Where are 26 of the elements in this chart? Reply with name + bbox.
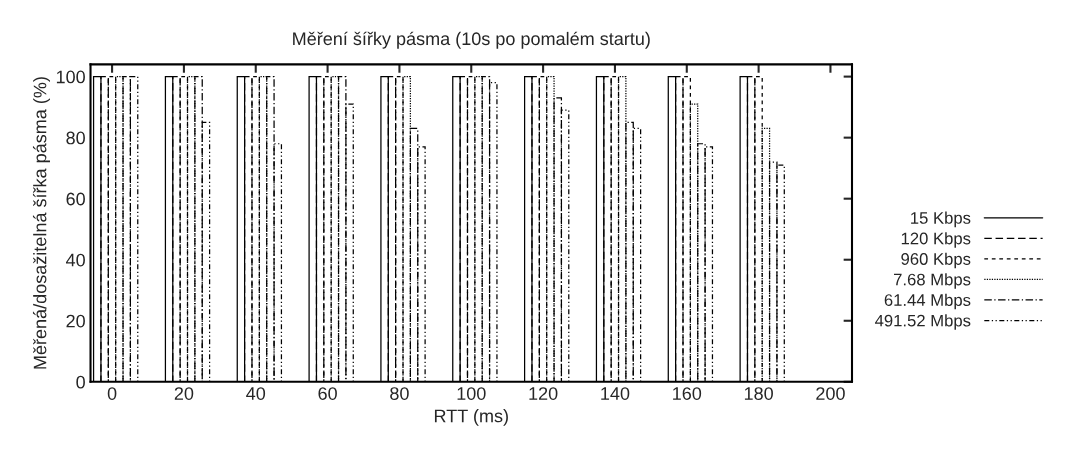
x-tick-label: 120 <box>529 387 558 400</box>
legend-label: 7.68 Mbps <box>894 273 971 289</box>
y-tick-label: 40 <box>66 253 85 267</box>
x-tick-label: 200 <box>816 387 845 400</box>
y-axis-title: Měřená/dosažitelná šířka pásma (%) <box>32 77 50 369</box>
x-tick-label: 0 <box>107 387 117 400</box>
legend-label: 120 Kbps <box>901 232 971 248</box>
y-tick-label: 80 <box>66 131 85 145</box>
legend-label: 15 Kbps <box>911 211 971 228</box>
x-axis-title: RTT (ms) <box>434 409 508 426</box>
x-tick-label: 180 <box>744 387 773 400</box>
y-tick-label: 0 <box>76 375 85 389</box>
x-tick-label: 160 <box>673 387 702 400</box>
y-tick-label: 60 <box>66 192 85 206</box>
x-tick-label: 40 <box>246 387 266 400</box>
chart-title: Měření šířky pásma (10s po pomalém startu) <box>293 31 650 49</box>
x-tick-label: 100 <box>457 387 486 400</box>
y-tick-label: 100 <box>56 70 85 84</box>
legend-label: 61.44 Mbps <box>884 293 971 310</box>
x-tick-label: 140 <box>601 387 630 400</box>
x-tick-label: 20 <box>174 387 194 400</box>
legend-label: 960 Kbps <box>901 252 971 269</box>
x-tick-label: 80 <box>390 387 409 400</box>
legend-label: 491.52 Mbps <box>875 314 971 330</box>
y-tick-label: 20 <box>66 314 85 328</box>
x-tick-label: 60 <box>318 387 337 400</box>
